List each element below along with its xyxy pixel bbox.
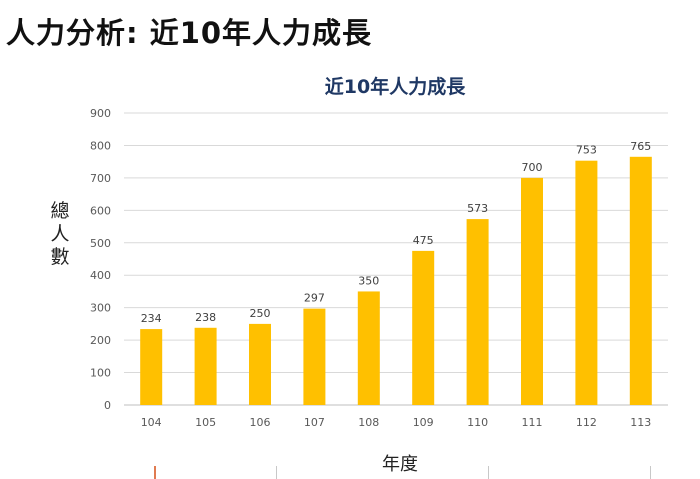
bar [249,323,271,405]
y-tick-label: 700 [90,172,111,185]
y-tick-label: 400 [90,269,111,282]
bar [303,308,326,405]
decorative-artifact [154,466,156,479]
page-title: 人力分析: 近10年人力成長 [6,16,373,50]
y-tick-label: 600 [90,204,111,217]
chart-title: 近10年人力成長 [324,76,466,98]
x-tick-label: 113 [630,416,651,429]
decorative-artifact [276,466,277,479]
x-tick-label: 110 [467,416,488,429]
bar [629,156,652,405]
data-label: 700 [522,161,543,174]
x-tick-label: 109 [413,416,434,429]
data-label: 297 [304,292,325,305]
y-axis-label: 總 人 數 [48,200,72,269]
data-label: 250 [250,307,271,320]
decorative-artifact [650,466,651,479]
y-tick-label: 0 [104,399,111,412]
y-axis-label-char: 總 [50,200,70,222]
data-label: 475 [413,234,434,247]
bar [357,291,380,405]
data-label: 234 [141,312,162,325]
x-tick-label: 107 [304,416,325,429]
x-tick-label: 104 [141,416,162,429]
bar [521,177,543,405]
y-tick-label: 500 [90,237,111,250]
y-axis-label-char: 人 [50,223,70,245]
data-label: 765 [630,140,651,153]
x-axis-label: 年度 [382,454,418,475]
data-label: 238 [195,311,216,324]
data-label: 753 [576,144,597,157]
y-axis-label-char: 數 [50,246,70,268]
decorative-artifact [488,466,489,479]
bar [575,160,598,405]
x-tick-label: 106 [250,416,271,429]
x-tick-label: 111 [522,416,543,429]
x-tick-label: 112 [576,416,597,429]
x-tick-label: 108 [358,416,379,429]
y-tick-label: 200 [90,334,111,347]
x-tick-label: 105 [195,416,216,429]
y-tick-label: 300 [90,302,111,315]
data-label: 350 [358,274,379,287]
y-tick-label: 900 [90,107,111,120]
y-tick-label: 800 [90,139,111,152]
data-label: 573 [467,202,488,215]
bar [140,329,163,405]
bar [466,219,489,405]
bar [194,327,217,405]
y-tick-label: 100 [90,367,111,380]
bar [412,250,435,405]
